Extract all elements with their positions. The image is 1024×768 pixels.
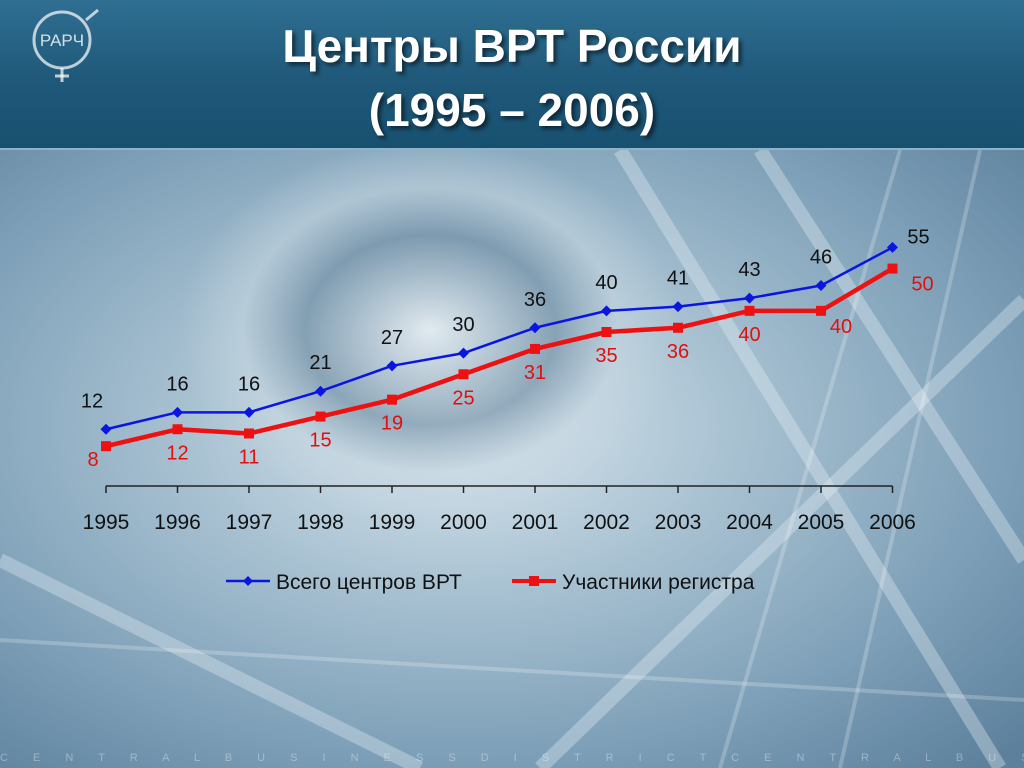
- x-tick-label: 2006: [869, 511, 916, 534]
- data-label: 40: [738, 324, 760, 346]
- logo-text: РАРЧ: [40, 31, 84, 50]
- data-label: 50: [911, 274, 933, 296]
- data-point-marker: [458, 347, 469, 359]
- page-title: Центры ВРТ России (1995 – 2006): [0, 14, 1024, 142]
- data-point-marker: [172, 424, 183, 435]
- legend-label: Участники регистра: [562, 571, 755, 594]
- legend-marker: [529, 576, 539, 586]
- data-label: 43: [738, 259, 760, 281]
- data-point-marker: [887, 241, 898, 253]
- data-point-marker: [315, 385, 326, 397]
- data-point-marker: [744, 305, 755, 316]
- series-line-1: [105, 246, 894, 431]
- legend-label: Всего центров ВРТ: [276, 571, 462, 594]
- x-tick-label: 2000: [440, 511, 487, 534]
- slide-header: [0, 0, 1024, 150]
- legend-marker: [243, 576, 253, 586]
- x-tick-label: 1995: [83, 511, 130, 534]
- data-point-marker: [458, 369, 469, 380]
- data-point-marker: [673, 322, 683, 333]
- x-tick-label: 2003: [655, 511, 702, 534]
- data-label: 16: [166, 373, 188, 395]
- x-tick-label: 1997: [226, 511, 273, 534]
- data-point-marker: [529, 322, 541, 334]
- data-point-marker: [243, 406, 255, 418]
- x-tick-label: 1998: [297, 511, 344, 534]
- series-line-2: [105, 266, 894, 449]
- x-tick-label: 2001: [512, 511, 559, 534]
- data-point-marker: [100, 423, 112, 435]
- data-point-marker: [601, 327, 612, 337]
- data-label: 12: [166, 442, 188, 464]
- data-label: 19: [381, 413, 403, 435]
- x-tick-label: 2005: [798, 511, 845, 534]
- x-tick-label: 2002: [583, 511, 630, 534]
- data-point-marker: [530, 343, 540, 354]
- data-label: 55: [907, 226, 929, 248]
- data-label: 11: [239, 446, 260, 468]
- data-point-marker: [815, 279, 827, 291]
- data-label: 41: [667, 268, 689, 290]
- data-label: 30: [452, 314, 474, 336]
- data-label: 40: [595, 272, 617, 294]
- data-point-marker: [101, 441, 111, 452]
- data-label: 31: [524, 362, 546, 384]
- data-label: 35: [595, 345, 617, 367]
- data-point-marker: [887, 263, 898, 274]
- data-label: 36: [524, 289, 546, 311]
- x-tick-label: 1999: [369, 511, 416, 534]
- title-line-2: (1995 – 2006): [368, 84, 656, 136]
- data-point-marker: [601, 305, 612, 317]
- data-point-marker: [816, 305, 826, 316]
- data-label: 27: [381, 327, 403, 349]
- data-label: 46: [810, 246, 832, 268]
- data-point-marker: [244, 428, 254, 439]
- x-tick-label: 1996: [154, 511, 201, 534]
- data-label: 40: [830, 316, 852, 338]
- data-label: 36: [667, 341, 689, 363]
- data-point-marker: [387, 394, 397, 405]
- data-label: 8: [87, 449, 98, 471]
- data-label: 21: [309, 352, 331, 374]
- data-label: 12: [81, 390, 103, 412]
- footer-watermark-text: C E N T R A L B U S I N E S S D I S T R …: [0, 752, 1024, 764]
- data-point-marker: [315, 411, 326, 422]
- data-point-marker: [744, 292, 755, 304]
- data-point-marker: [172, 406, 183, 418]
- logo: РАРЧ: [32, 8, 99, 82]
- data-label: 15: [309, 430, 331, 452]
- title-line-1: Центры ВРТ России: [282, 20, 742, 72]
- data-point-marker: [672, 301, 684, 313]
- x-tick-label: 2004: [726, 511, 773, 534]
- data-label: 25: [452, 387, 474, 409]
- data-point-marker: [386, 360, 398, 372]
- data-label: 16: [238, 373, 260, 395]
